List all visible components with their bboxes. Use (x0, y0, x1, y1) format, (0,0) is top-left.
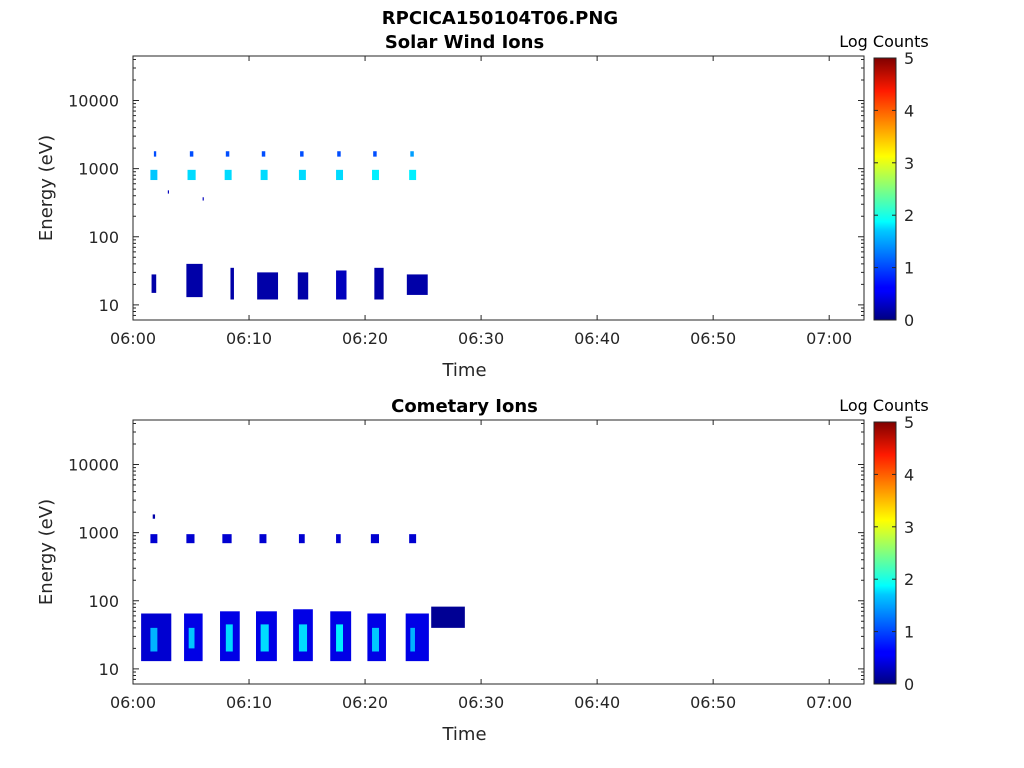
figure-title: RPCICA150104T06.PNG (382, 8, 618, 29)
colorbar-label: Log Counts (839, 396, 929, 415)
data-cell (298, 169, 306, 181)
data-cell (230, 267, 234, 300)
y-tick-label: 100 (88, 228, 119, 247)
y-tick-label: 10000 (68, 92, 119, 111)
data-cell (225, 151, 230, 157)
colorbar-frame (873, 421, 897, 685)
data-cell (410, 627, 415, 652)
data-cell (370, 534, 379, 544)
x-tick-label: 07:00 (806, 693, 852, 712)
x-tick-label: 06:50 (690, 693, 736, 712)
data-cell (152, 514, 156, 519)
data-cell (372, 627, 379, 652)
data-cell (150, 534, 158, 544)
data-cell (336, 270, 347, 300)
x-tick-label: 06:30 (458, 693, 504, 712)
x-tick-label: 06:30 (458, 329, 504, 348)
y-axis-label: Energy (eV) (36, 499, 57, 605)
data-cell (336, 624, 344, 652)
y-tick-label: 1000 (78, 160, 119, 179)
y-tick-label: 10000 (68, 456, 119, 475)
data-cell (224, 169, 232, 181)
data-cell (186, 534, 195, 544)
data-cell (406, 274, 428, 295)
colorbar-tick-label: 3 (904, 154, 914, 173)
colorbar-tick-label: 0 (904, 311, 914, 330)
colorbar-tick-label: 4 (904, 465, 914, 484)
data-cell (153, 151, 157, 157)
x-tick-label: 06:40 (574, 693, 620, 712)
y-axis-label: Energy (eV) (36, 135, 57, 241)
data-cell (409, 534, 417, 544)
colorbar (874, 58, 896, 320)
chart-panel-2: 06:00 06:10 06:20 06:30 06:40 06:50 07:0010100… (36, 396, 929, 745)
x-tick-label: 06:10 (226, 329, 272, 348)
chart-title: Cometary Ions (391, 396, 538, 417)
data-cell (374, 267, 384, 300)
colorbar-tick-label: 5 (904, 49, 914, 68)
plot-frame (132, 55, 865, 321)
colorbar (874, 422, 896, 684)
x-tick-label: 06:50 (690, 329, 736, 348)
data-cell (167, 190, 169, 194)
data-cell (298, 624, 308, 652)
data-cell (259, 534, 267, 544)
data-cell (298, 534, 305, 544)
data-cell (336, 534, 341, 544)
colorbar-tick-label: 5 (904, 413, 914, 432)
y-tick-label: 1000 (78, 524, 119, 543)
data-cell (257, 272, 279, 300)
x-tick-label: 06:00 (110, 693, 156, 712)
data-cell (222, 534, 232, 544)
x-tick-label: 06:10 (226, 693, 272, 712)
y-tick-label: 10 (99, 660, 119, 679)
data-cell (151, 274, 157, 293)
x-tick-label: 06:20 (342, 329, 388, 348)
colorbar-tick-label: 1 (904, 259, 914, 278)
data-cell (431, 606, 465, 628)
colorbar-tick-label: 0 (904, 675, 914, 694)
data-cell (186, 263, 203, 298)
colorbar-label: Log Counts (839, 32, 929, 51)
data-cell (410, 151, 414, 157)
data-cell (336, 169, 344, 181)
spectrogram-cells (150, 151, 428, 300)
colorbar-tick-label: 2 (904, 570, 914, 589)
data-cell (260, 624, 269, 652)
data-cell (187, 169, 196, 181)
x-tick-label: 06:40 (574, 329, 620, 348)
colorbar-tick-label: 2 (904, 206, 914, 225)
data-cell (373, 151, 377, 157)
data-cell (188, 627, 195, 649)
plot-frame (132, 419, 865, 685)
colorbar-tick-label: 1 (904, 623, 914, 642)
colorbar-tick-label: 3 (904, 518, 914, 537)
x-tick-label: 06:20 (342, 693, 388, 712)
data-cell (260, 169, 268, 181)
data-cell (225, 624, 233, 652)
x-tick-label: 06:00 (110, 329, 156, 348)
x-axis-label: Time (441, 724, 486, 745)
y-tick-label: 100 (88, 592, 119, 611)
data-cell (150, 169, 158, 181)
spectrogram-cells (141, 514, 465, 662)
data-cell (189, 151, 194, 157)
data-cell (202, 197, 204, 201)
data-cell (337, 151, 341, 157)
x-tick-label: 07:00 (806, 329, 852, 348)
data-cell (150, 627, 158, 652)
data-cell (297, 272, 309, 300)
colorbar-tick-label: 4 (904, 101, 914, 120)
data-cell (372, 169, 379, 181)
data-cell (300, 151, 304, 157)
data-cell (409, 169, 417, 181)
data-cell (405, 613, 429, 662)
colorbar-frame (873, 57, 897, 321)
y-tick-label: 10 (99, 296, 119, 315)
data-cell (261, 151, 266, 157)
x-axis-label: Time (441, 360, 486, 381)
chart-title: Solar Wind Ions (385, 32, 544, 53)
chart-panel-1: 06:00 06:10 06:20 06:30 06:40 06:50 07:0010100… (36, 32, 929, 381)
